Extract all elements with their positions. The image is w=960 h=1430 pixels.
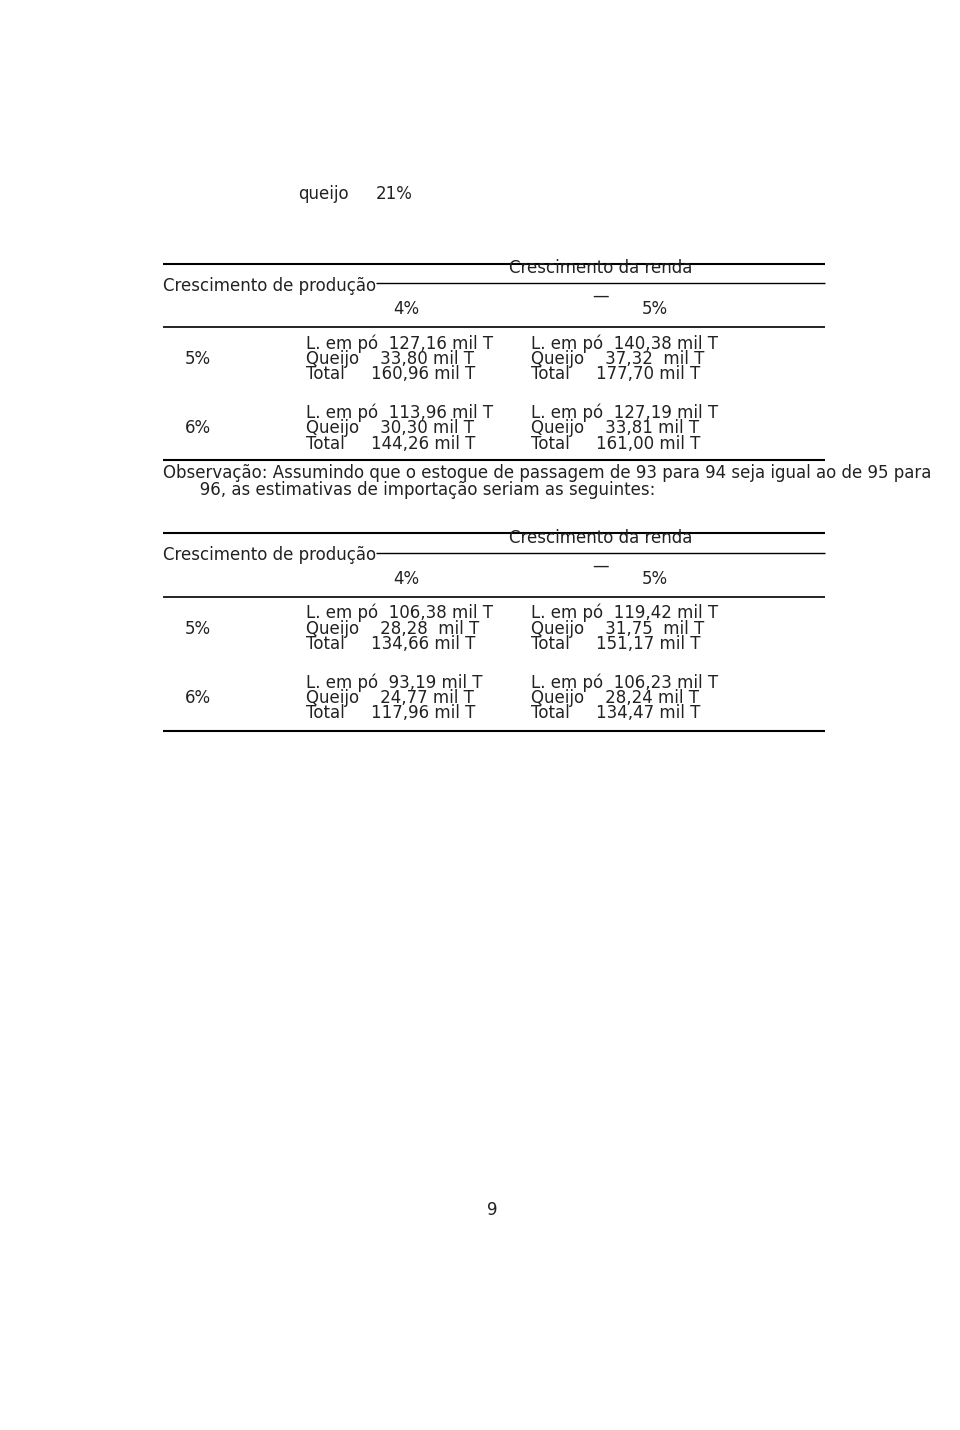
Text: Total     160,96 mil T: Total 160,96 mil T [306,366,475,383]
Text: L. em pó  140,38 mil T: L. em pó 140,38 mil T [531,335,718,353]
Text: L. em pó  127,19 mil T: L. em pó 127,19 mil T [531,403,718,422]
Text: Total     134,47 mil T: Total 134,47 mil T [531,705,700,722]
Text: Crescimento de produção: Crescimento de produção [162,277,375,295]
Text: Total     117,96 mil T: Total 117,96 mil T [306,705,475,722]
Text: L. em pó  113,96 mil T: L. em pó 113,96 mil T [306,403,493,422]
Text: Total     161,00 mil T: Total 161,00 mil T [531,435,700,453]
Text: Total     144,26 mil T: Total 144,26 mil T [306,435,475,453]
Text: —: — [592,287,609,305]
Text: L. em pó  106,23 mil T: L. em pó 106,23 mil T [531,674,718,692]
Text: Crescimento da renda: Crescimento da renda [509,529,692,546]
Text: Crescimento da renda: Crescimento da renda [509,259,692,277]
Text: Queijo    37,32  mil T: Queijo 37,32 mil T [531,350,704,368]
Text: L. em pó  119,42 mil T: L. em pó 119,42 mil T [531,603,718,622]
Text: 6%: 6% [184,689,210,706]
Text: 5%: 5% [641,569,668,588]
Text: Total     151,17 mil T: Total 151,17 mil T [531,635,700,654]
Text: 96, as estimativas de importação seriam as seguintes:: 96, as estimativas de importação seriam … [162,480,655,499]
Text: L. em pó  127,16 mil T: L. em pó 127,16 mil T [306,335,493,353]
Text: —: — [592,556,609,575]
Text: Total     134,66 mil T: Total 134,66 mil T [306,635,475,654]
Text: 5%: 5% [641,300,668,317]
Text: Queijo    24,77 mil T: Queijo 24,77 mil T [306,689,474,706]
Text: 5%: 5% [184,350,210,368]
Text: queijo: queijo [299,184,348,203]
Text: Queijo    28,28  mil T: Queijo 28,28 mil T [306,619,479,638]
Text: 4%: 4% [394,569,420,588]
Text: Queijo    33,81 mil T: Queijo 33,81 mil T [531,419,699,438]
Text: 21%: 21% [375,184,413,203]
Text: Observação: Assumindo que o estoque de passagem de 93 para 94 seja igual ao de 9: Observação: Assumindo que o estoque de p… [162,465,931,482]
Text: Crescimento de produção: Crescimento de produção [162,546,375,565]
Text: Queijo    33,80 mil T: Queijo 33,80 mil T [306,350,474,368]
Text: Queijo    31,75  mil T: Queijo 31,75 mil T [531,619,704,638]
Text: 4%: 4% [394,300,420,317]
Text: 6%: 6% [184,419,210,438]
Text: L. em pó  93,19 mil T: L. em pó 93,19 mil T [306,674,483,692]
Text: Queijo    28,24 mil T: Queijo 28,24 mil T [531,689,699,706]
Text: 9: 9 [487,1201,497,1218]
Text: Total     177,70 mil T: Total 177,70 mil T [531,366,700,383]
Text: L. em pó  106,38 mil T: L. em pó 106,38 mil T [306,603,493,622]
Text: Queijo    30,30 mil T: Queijo 30,30 mil T [306,419,474,438]
Text: 5%: 5% [184,619,210,638]
